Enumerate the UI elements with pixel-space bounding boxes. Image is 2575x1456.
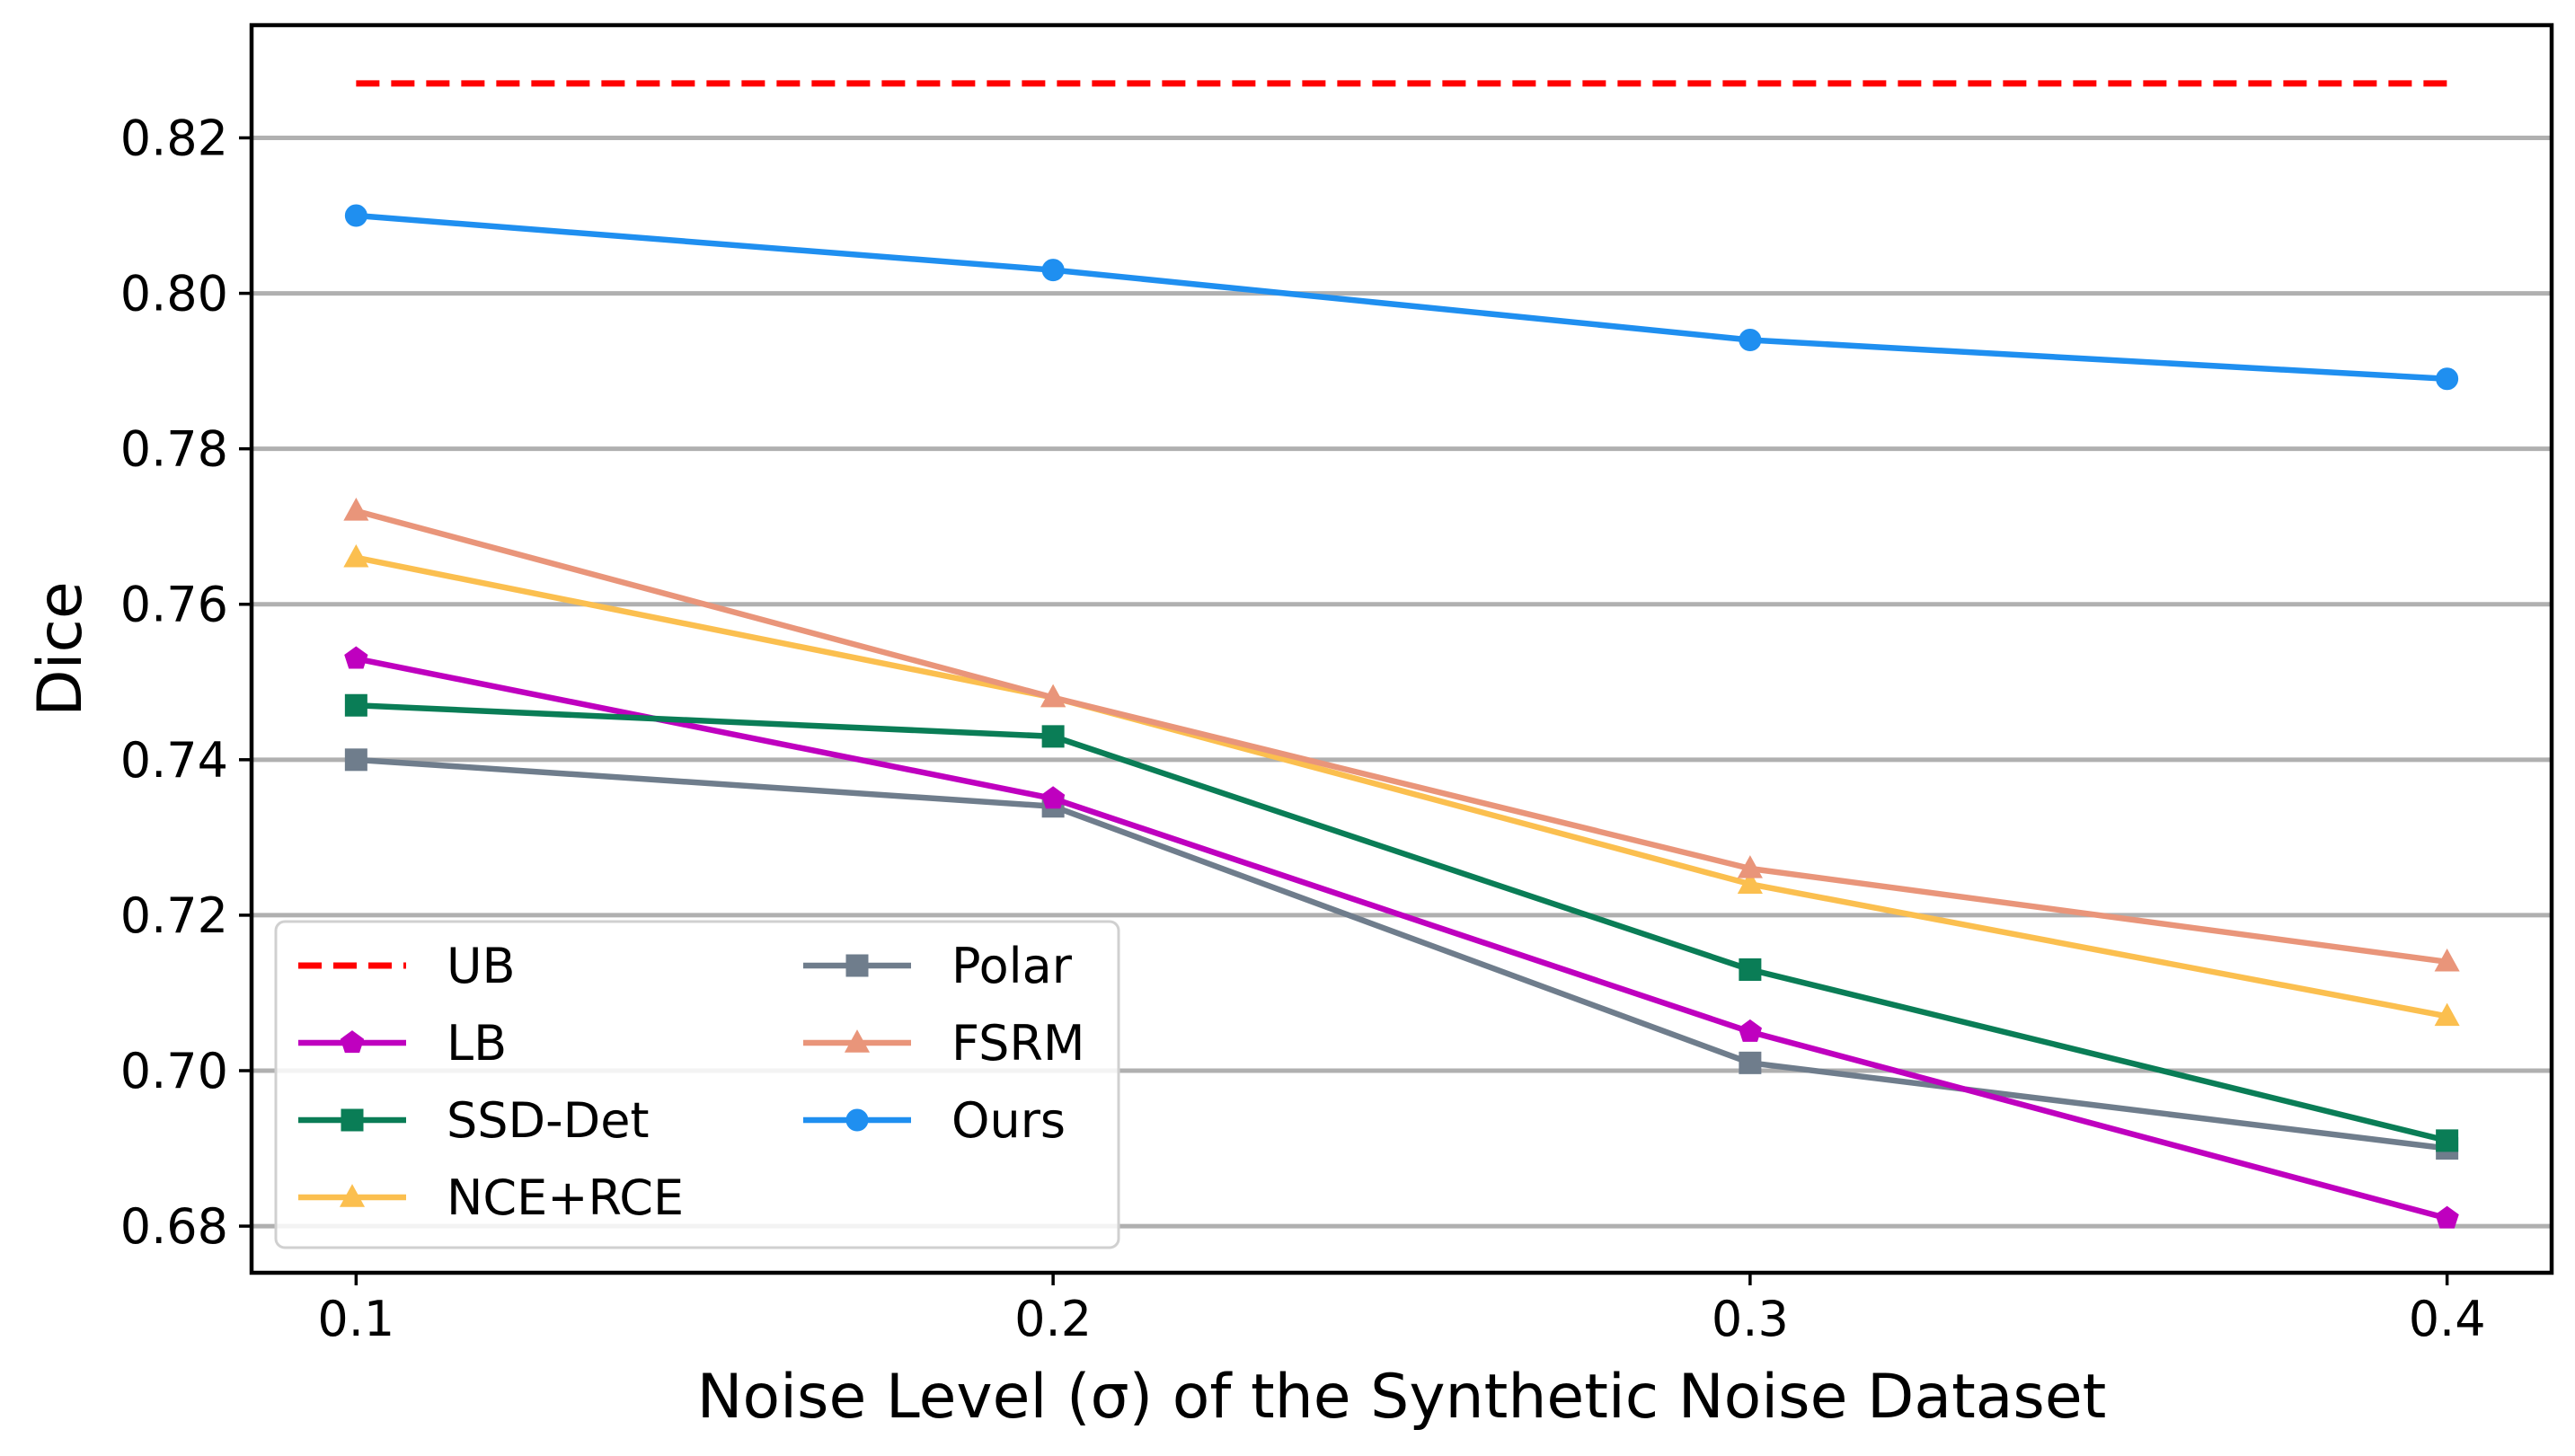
legend-marker: [341, 1108, 364, 1132]
series-ours: [344, 204, 2459, 391]
series-line-nce-rce: [355, 554, 2448, 1019]
plot-frame: [249, 22, 2554, 1275]
legend-item-polar: Polar: [803, 938, 1073, 994]
series-line-ours: [356, 212, 2447, 383]
data-point-polar: [1739, 1051, 1762, 1074]
legend-marker: [845, 954, 869, 977]
legend-marker: [845, 1108, 869, 1132]
data-point-lb: [1738, 1019, 1763, 1042]
data-point-nce-rce: [2434, 1002, 2460, 1027]
legend-label: Polar: [951, 938, 1073, 994]
legend-label: Ours: [951, 1092, 1066, 1149]
data-point-ours: [2436, 367, 2459, 391]
data-point-nce-rce: [343, 543, 369, 568]
y-tick-label: 0.78: [120, 421, 228, 478]
data-point-lb: [1040, 786, 1066, 809]
legend-item-ours: Ours: [803, 1092, 1066, 1149]
data-point-fsrm: [343, 498, 369, 521]
x-tick-label: 0.1: [317, 1291, 394, 1347]
x-tick-label: 0.4: [2409, 1291, 2486, 1347]
y-tick-label: 0.72: [120, 887, 228, 944]
y-tick-label: 0.74: [120, 732, 228, 789]
y-tick-label: 0.76: [120, 577, 228, 633]
legend-item-nce-rce: NCE+RCE: [298, 1169, 684, 1226]
legend-box: [274, 920, 1120, 1249]
data-point-fsrm: [2434, 948, 2460, 972]
legend-label: SSD-Det: [447, 1092, 650, 1149]
y-tick-label: 0.70: [120, 1043, 228, 1099]
series-fsrm: [343, 498, 2460, 972]
data-point-lb: [344, 646, 368, 669]
data-point-polar: [344, 748, 367, 772]
y-axis-title: Dice: [25, 581, 96, 716]
axis-ticks: 0.68 0.70 0.72 0.74 0.76 0.78 0.80 0.82 0.1 0.2 0.…: [120, 110, 2486, 1347]
data-point-fsrm: [1737, 855, 1763, 878]
legend-item-ub: UB: [298, 938, 516, 994]
legend-item-lb: LB: [298, 1015, 507, 1072]
y-tick-label: 0.80: [120, 266, 228, 322]
series-line-ssd-det: [356, 702, 2448, 1144]
series-ssd-det: [344, 693, 2459, 1152]
series-line-lb: [355, 656, 2448, 1222]
data-point-ours: [1739, 328, 1762, 351]
data-point-ssd-det: [1739, 957, 1762, 981]
series-line-fsrm: [355, 507, 2448, 966]
series-lines: [343, 80, 2460, 1229]
x-tick-label: 0.3: [1712, 1291, 1789, 1347]
x-axis-title: Noise Level (σ) of the Synthetic Noise D…: [697, 1362, 2107, 1433]
y-tick-label: 0.68: [120, 1198, 228, 1255]
legend-label: UB: [447, 938, 516, 994]
data-point-ssd-det: [1041, 725, 1065, 748]
legend-item-ssd-det: SSD-Det: [298, 1092, 650, 1149]
data-point-ours: [1041, 259, 1065, 282]
legend-marker: [339, 1184, 366, 1207]
data-point-nce-rce: [1737, 870, 1763, 894]
legend-label: LB: [447, 1015, 507, 1072]
x-tick-label: 0.2: [1014, 1291, 1092, 1347]
legend-marker: [844, 1029, 871, 1053]
data-point-ssd-det: [2436, 1129, 2459, 1152]
data-point-ours: [344, 204, 367, 227]
legend-label: FSRM: [951, 1015, 1085, 1072]
series-lb: [344, 646, 2459, 1229]
series-line-polar: [356, 756, 2448, 1152]
legend-marker: [340, 1030, 365, 1054]
legend-label: NCE+RCE: [447, 1169, 684, 1226]
data-point-fsrm: [1040, 684, 1066, 708]
data-point-ssd-det: [344, 693, 367, 717]
legend-item-fsrm: FSRM: [803, 1015, 1085, 1072]
data-point-lb: [2435, 1205, 2459, 1229]
y-tick-label: 0.82: [120, 110, 228, 166]
legend: UB LB SSD-Det NCE+RCE Polar FSRM Ours: [274, 920, 1120, 1249]
